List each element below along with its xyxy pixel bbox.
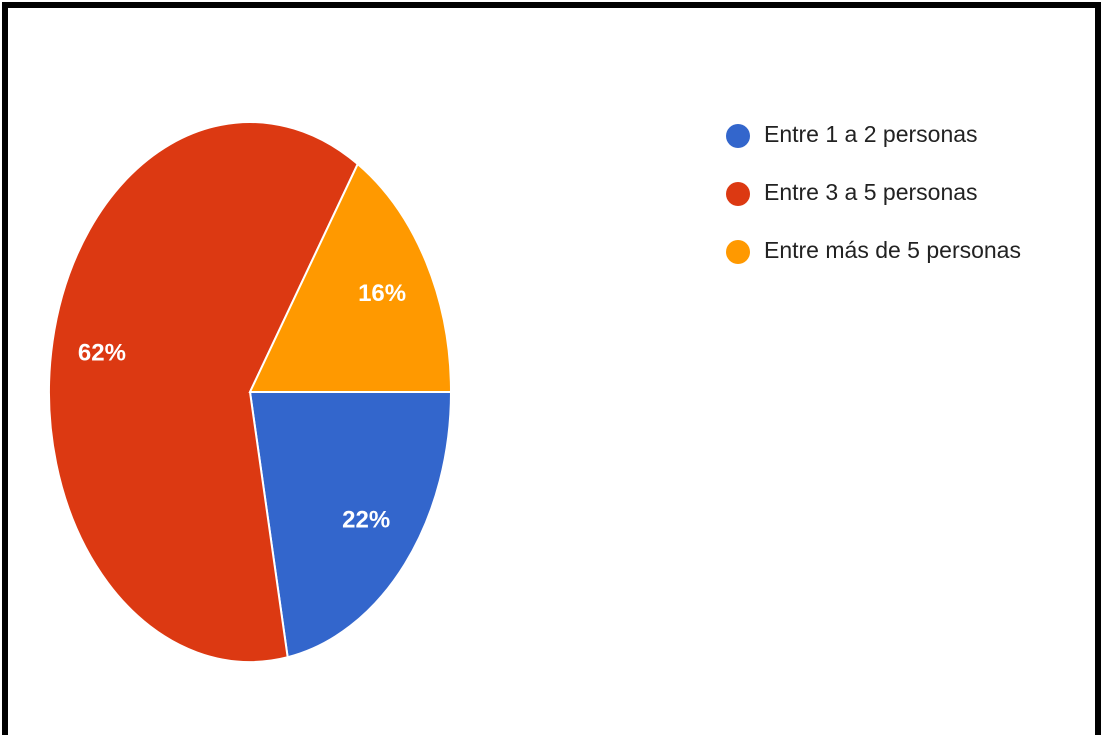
pie: 22% 62% 16% <box>48 121 453 663</box>
legend-label: Entre más de 5 personas <box>764 237 1021 263</box>
data-label: 16% <box>358 280 406 307</box>
legend-marker <box>726 240 750 264</box>
data-label: 62% <box>78 339 126 366</box>
legend-label: Entre 3 a 5 personas <box>764 179 978 205</box>
legend-marker <box>726 124 750 148</box>
legend-marker <box>726 182 750 206</box>
pie-slice <box>248 391 453 659</box>
legend: Entre 1 a 2 personas Entre 3 a 5 personas… <box>726 121 1021 264</box>
legend-label: Entre 1 a 2 personas <box>764 121 978 147</box>
data-label: 22% <box>342 506 390 533</box>
pie-slice <box>48 121 359 663</box>
pie-slice <box>248 162 453 393</box>
